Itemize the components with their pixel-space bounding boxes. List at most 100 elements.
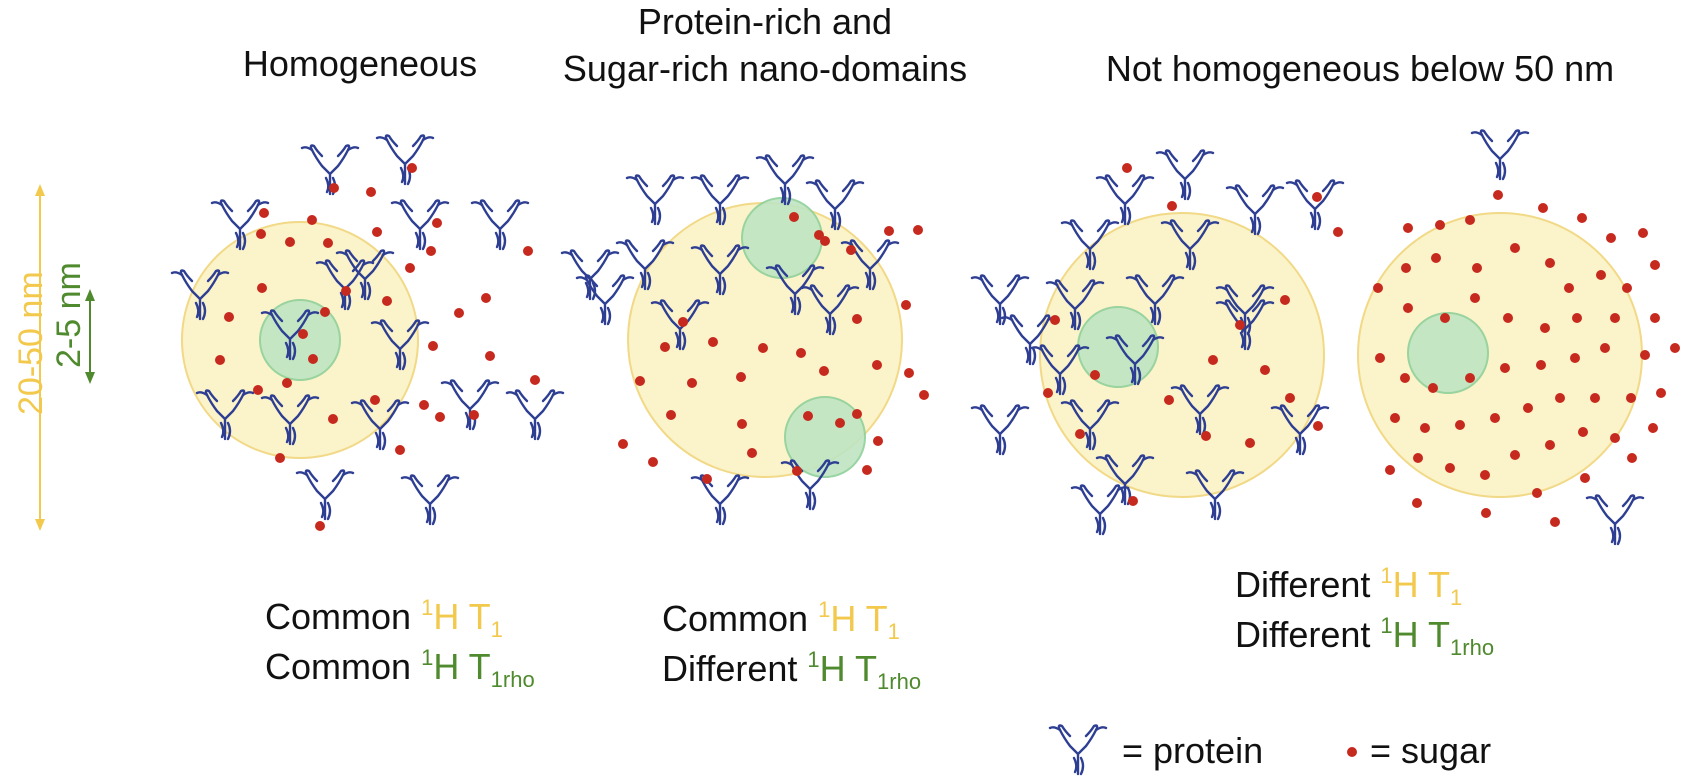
antibody-icon (375, 134, 435, 186)
sugar-dot (308, 354, 318, 364)
sugar-dot (1545, 258, 1555, 268)
sugar-dot (758, 343, 768, 353)
caption-panel3-t1: Different 1H T1 (1235, 560, 1462, 610)
antibody-icon (400, 474, 460, 526)
caption-sub: 1 (887, 619, 900, 644)
sugar-dot (1260, 365, 1270, 375)
legend-sugar-label: = sugar (1370, 730, 1492, 771)
antibody-icon (1285, 179, 1345, 231)
antibody-icon (440, 379, 500, 431)
sugar-dot (1090, 370, 1100, 380)
sugar-dot (873, 436, 883, 446)
sugar-dot (1313, 421, 1323, 431)
antibody-icon (1585, 494, 1645, 546)
sugar-dot (1610, 433, 1620, 443)
sugar-dot (1578, 427, 1588, 437)
sugar-dot (1577, 213, 1587, 223)
sugar-dot (1503, 313, 1513, 323)
sugar-dot (1570, 353, 1580, 363)
sugar-dot (1403, 303, 1413, 313)
sugar-dot (1470, 293, 1480, 303)
legend-protein-label: = protein (1122, 730, 1264, 771)
sugar-dot (904, 368, 914, 378)
caption-word: Common (662, 598, 809, 639)
sugar-dot (1510, 243, 1520, 253)
sugar-dot (329, 183, 339, 193)
sugar-dot (1600, 343, 1610, 353)
sugar-dot (819, 366, 829, 376)
sugar-dot (736, 372, 746, 382)
sugar-dot (789, 212, 799, 222)
sugar-dot (454, 308, 464, 318)
sugar-dot (370, 395, 380, 405)
title-not-homogeneous: Not homogeneous below 50 nm (1105, 48, 1615, 89)
sugar-dot (253, 385, 263, 395)
sugar-dot (366, 187, 376, 197)
sugar-dot (485, 351, 495, 361)
sugar-dot (1523, 403, 1533, 413)
caption-sub: 1rho (877, 669, 922, 694)
caption-sup: 1 (1380, 563, 1393, 588)
dot-icon (1347, 747, 1357, 757)
antibody-icon (505, 389, 565, 441)
sugar-dot (224, 312, 234, 322)
sugar-dot (1167, 201, 1177, 211)
sugar-dot (1640, 350, 1650, 360)
caption-panel2-t1: Common 1H T1 (662, 594, 900, 644)
sugar-dot (1650, 313, 1660, 323)
sugar-dot (1596, 270, 1606, 280)
sugar-dot (1235, 320, 1245, 330)
sugar-dot (395, 445, 405, 455)
sugar-dot (1043, 388, 1053, 398)
antibody-icon (1095, 174, 1155, 226)
sugar-dot (481, 293, 491, 303)
sugar-dot (1500, 363, 1510, 373)
sugar-dot (1280, 295, 1290, 305)
antibody-icon (295, 469, 355, 521)
sugar-dot (382, 296, 392, 306)
antibody-icon (560, 249, 620, 301)
sugar-dot (747, 448, 757, 458)
sugar-dot (1412, 498, 1422, 508)
sugar-dot (1465, 215, 1475, 225)
caption-symbol: H T (1392, 564, 1451, 605)
sugar-dot (428, 341, 438, 351)
caption-word: Different (662, 648, 798, 689)
sugar-dot (792, 466, 802, 476)
sugar-dot (259, 208, 269, 218)
sugar-dot (1420, 423, 1430, 433)
sugar-dot (1480, 470, 1490, 480)
sugar-dot (648, 457, 658, 467)
caption-word: Different (1235, 564, 1371, 605)
sugar-dot (919, 390, 929, 400)
sugar-dot (1465, 373, 1475, 383)
sugar-dot (1580, 473, 1590, 483)
sugar-dot (687, 378, 697, 388)
caption-sup: 1 (807, 647, 820, 672)
sugar-dot (884, 226, 894, 236)
sugar-dot (1375, 353, 1385, 363)
sugar-dot (256, 229, 266, 239)
sugar-dot (737, 419, 747, 429)
sugar-dot (1545, 440, 1555, 450)
caption-panel2-t1rho: Different 1H T1rho (662, 644, 921, 694)
caption-sup: 1 (1380, 613, 1393, 638)
sugar-dot (1050, 315, 1060, 325)
sugar-dot (257, 283, 267, 293)
sugar-dot (298, 329, 308, 339)
sugar-dot (1550, 517, 1560, 527)
sugar-dot (1627, 453, 1637, 463)
sugar-dot (307, 215, 317, 225)
caption-word: Common (265, 646, 412, 687)
title-nano-domains-line2: Sugar-rich nano-domains (562, 48, 968, 89)
sugar-dot (803, 411, 813, 421)
caption-panel3-t1rho: Different 1H T1rho (1235, 610, 1494, 660)
caption-sub: 1rho (1450, 635, 1495, 660)
antibody-icon (470, 199, 530, 251)
sugar-dot (1510, 450, 1520, 460)
sugar-dot (275, 453, 285, 463)
caption-sub: 1rho (490, 667, 535, 692)
sugar-dot (1610, 313, 1620, 323)
sugar-dot (852, 409, 862, 419)
scale-arrow-small (85, 289, 95, 384)
